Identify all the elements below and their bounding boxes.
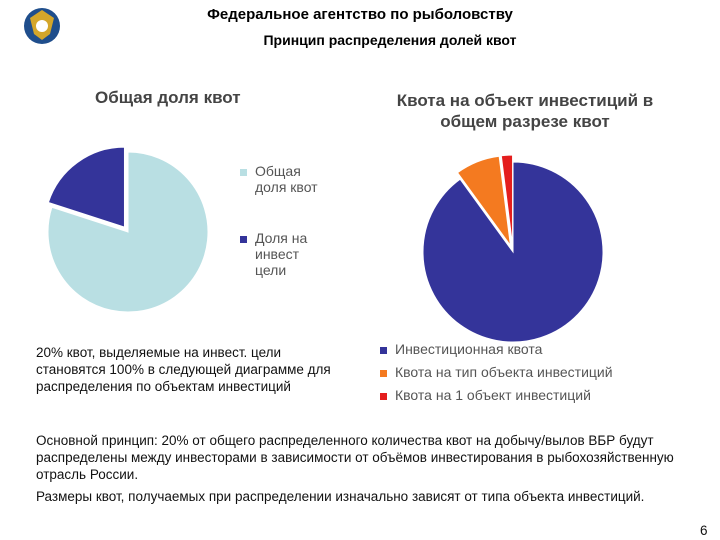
legend-swatch bbox=[240, 236, 247, 243]
legend-swatch bbox=[380, 370, 387, 377]
body-paragraph: Размеры квот, получаемых при распределен… bbox=[36, 489, 645, 504]
pie-slice bbox=[47, 146, 125, 228]
legend-label: Доля на инвест цели bbox=[255, 230, 308, 278]
legend-item: Квота на 1 объект инвестиций bbox=[380, 387, 680, 403]
legend-swatch bbox=[380, 347, 387, 354]
pie-slice bbox=[47, 151, 209, 313]
legend-item: Общая доля квот bbox=[240, 163, 320, 195]
legend-swatch bbox=[380, 393, 387, 400]
chart-title: Квота на объект инвестиций в общем разре… bbox=[396, 91, 654, 131]
pie-slice bbox=[456, 155, 511, 246]
legend-swatch bbox=[240, 169, 247, 176]
header-title: Федеральное агентство по рыболовству bbox=[207, 6, 513, 23]
note: 20% квот, выделяемые на инвест. цели ста… bbox=[36, 345, 331, 394]
body-paragraph: Основной принцип: 20% от общего распреде… bbox=[36, 433, 674, 482]
legend-label: Квота на 1 объект инвестиций bbox=[395, 387, 591, 403]
chart-title: Общая доля квот bbox=[95, 88, 241, 107]
pie-slice bbox=[500, 154, 514, 246]
legend-item: Доля на инвест цели bbox=[240, 230, 320, 278]
legend-item: Инвестиционная квота bbox=[380, 341, 680, 357]
header-subtitle: Принцип распределения долей квот bbox=[263, 32, 517, 48]
pie-slice bbox=[422, 161, 604, 343]
page-number: 6 bbox=[700, 523, 708, 538]
legend-label: Квота на тип объекта инвестиций bbox=[395, 364, 613, 380]
logo bbox=[24, 8, 60, 44]
legend-label: Инвестиционная квота bbox=[395, 341, 543, 357]
legend-label: Общая доля квот bbox=[255, 163, 318, 195]
legend-item: Квота на тип объекта инвестиций bbox=[380, 364, 680, 380]
